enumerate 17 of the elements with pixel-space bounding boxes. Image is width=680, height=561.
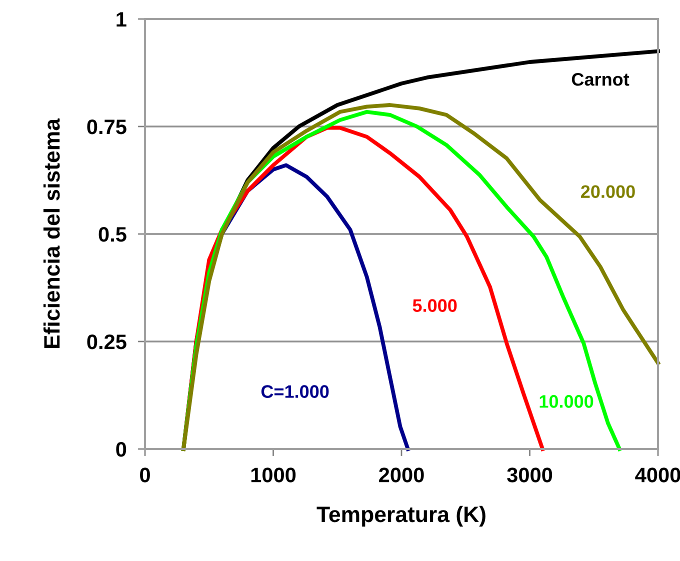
x-tick-label: 0 — [140, 468, 150, 482]
text: C=1.000 — [261, 385, 329, 398]
series-label: 10.000 — [540, 395, 594, 408]
y-tick-label: 0.75 — [87, 120, 126, 134]
y-tick-label: 0.5 — [98, 227, 126, 242]
x-axis-title: Temperatura (K) — [316, 506, 486, 527]
series-label: 5.000 — [412, 299, 457, 312]
y-tick-label: 1 — [116, 12, 126, 27]
x-tick-label: 2000 — [379, 468, 424, 482]
x-tick-label: 3000 — [507, 468, 552, 482]
y-tick-label: 0.25 — [87, 334, 126, 350]
y-axis-title: Eficiencia del sistema — [43, 118, 60, 348]
series-label: Carnot — [572, 72, 630, 86]
x-tick-label: 4000 — [635, 468, 680, 482]
x-tick-label: 1000 — [251, 468, 296, 482]
y-tick-label: 0 — [116, 442, 126, 457]
series-label: 20.000 — [581, 185, 635, 198]
